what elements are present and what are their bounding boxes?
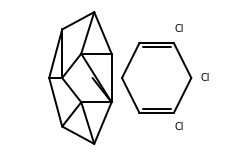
Text: Cl: Cl [201, 73, 210, 83]
Text: Cl: Cl [174, 24, 183, 34]
Text: Cl: Cl [174, 122, 183, 132]
